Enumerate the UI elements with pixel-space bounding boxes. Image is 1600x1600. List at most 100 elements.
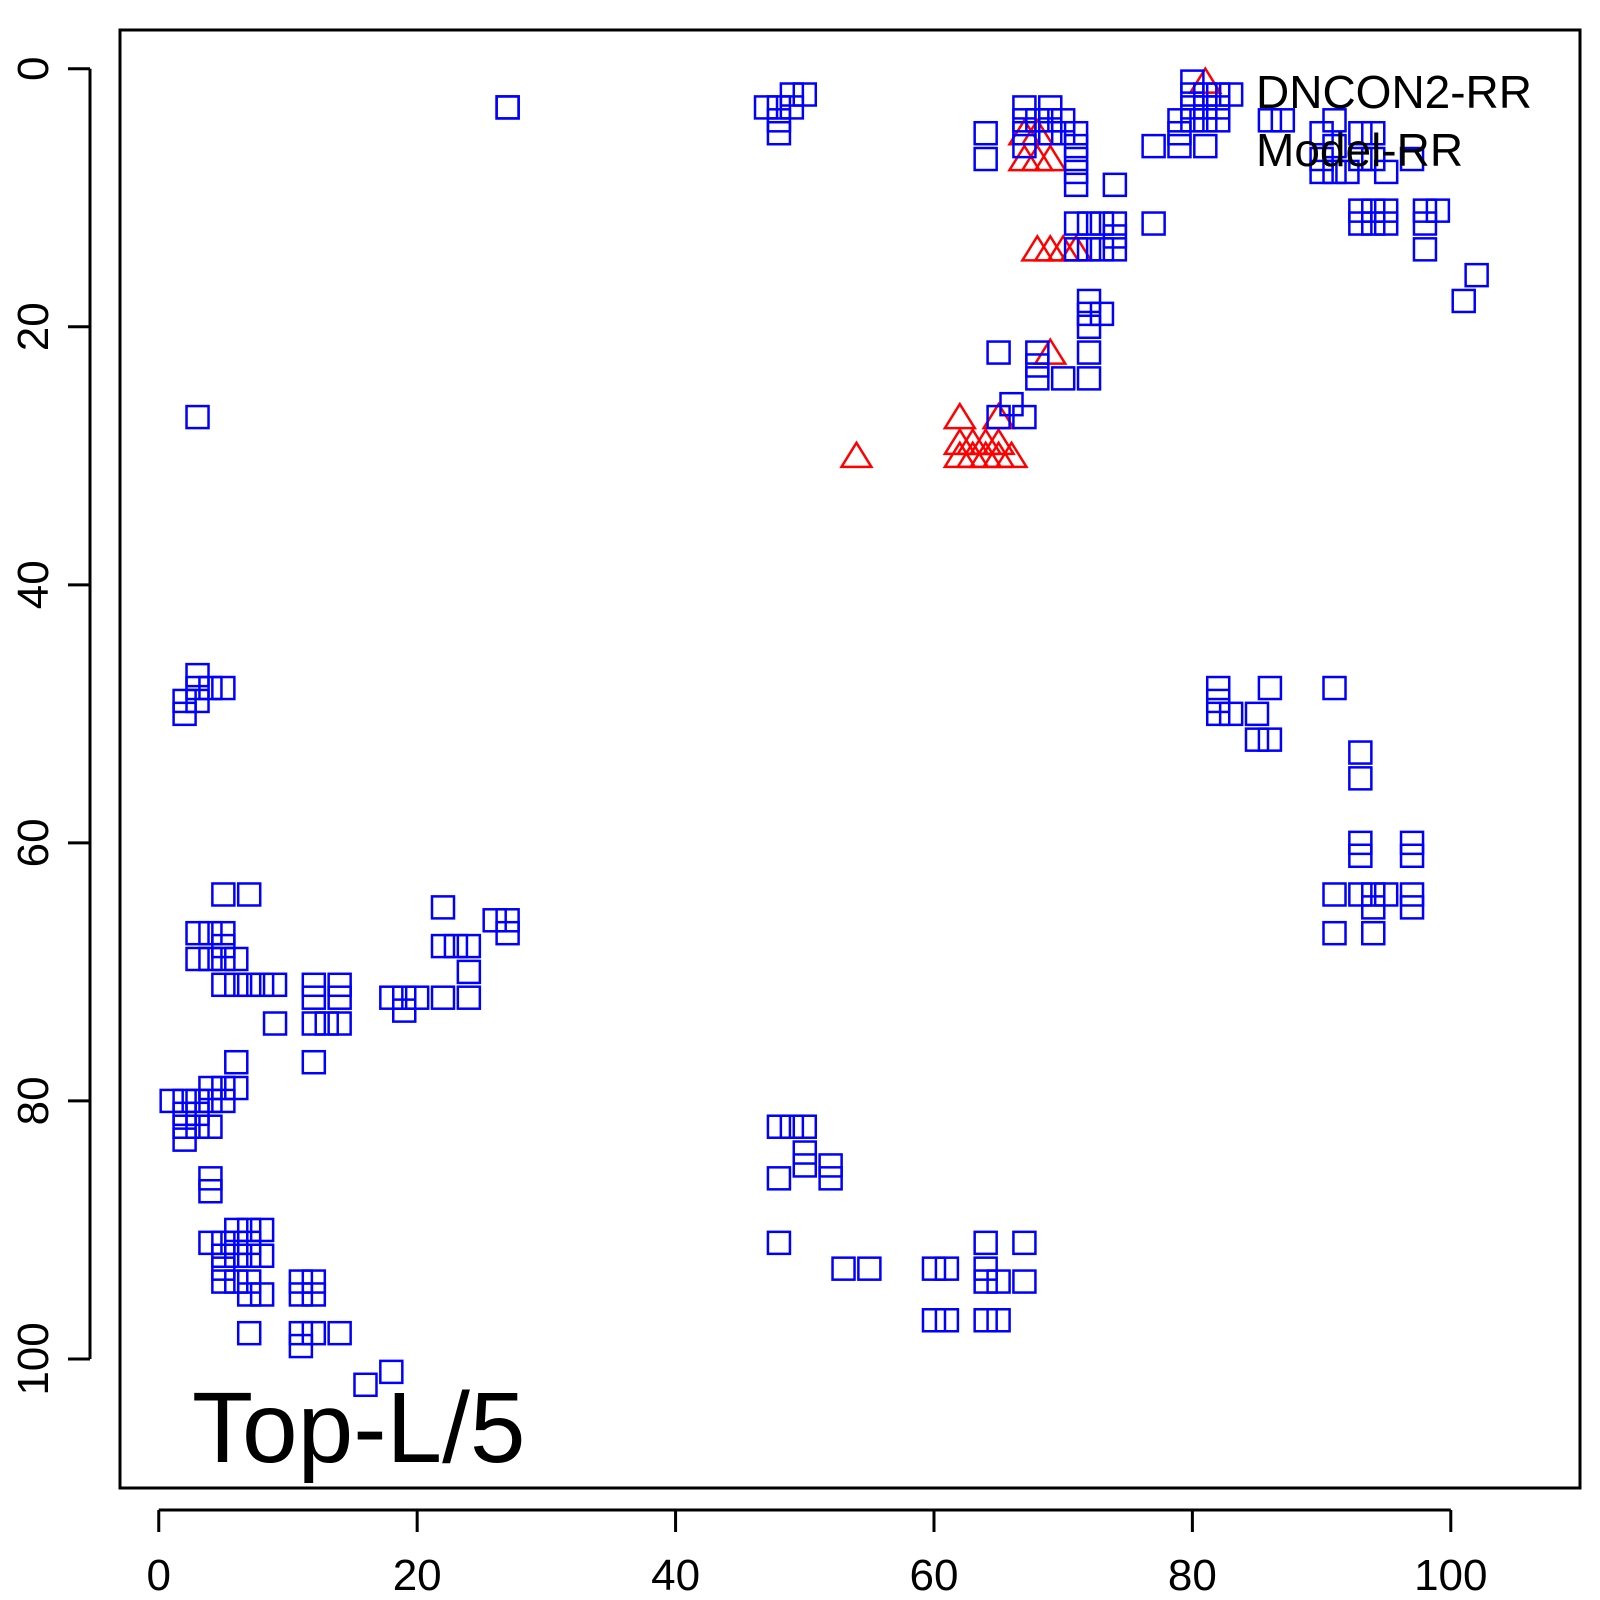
model-rr-point — [1373, 882, 1399, 907]
model-rr-point — [1412, 211, 1438, 236]
model-rr-point — [456, 933, 482, 959]
x-tick-label: 60 — [910, 1551, 959, 1600]
model-rr-point — [1012, 95, 1037, 120]
model-rr-point — [288, 1282, 314, 1307]
model-rr-point — [1348, 740, 1373, 765]
model-rr-point — [1205, 108, 1231, 133]
model-rr-point — [236, 972, 262, 998]
model-rr-point — [249, 1217, 275, 1243]
model-rr-point — [1361, 120, 1386, 146]
model-rr-point — [1025, 366, 1050, 391]
model-rr-point — [224, 1075, 249, 1101]
model-rr-point — [973, 1269, 998, 1294]
model-rr-point — [211, 1256, 236, 1281]
model-rr-point — [1335, 159, 1360, 185]
dncon2-rr-point — [1188, 66, 1223, 94]
model-rr-point — [1399, 895, 1425, 920]
model-rr-point — [198, 946, 223, 972]
model-rr-point — [288, 1269, 314, 1294]
model-rr-point — [1373, 211, 1399, 236]
model-rr-point — [1205, 675, 1231, 701]
model-rr-point — [1373, 159, 1399, 185]
model-rr-point — [1180, 95, 1205, 120]
model-rr-point — [198, 1075, 223, 1101]
model-rr-point — [1076, 237, 1102, 262]
model-rr-point — [198, 920, 223, 946]
model-rr-point — [172, 1127, 197, 1152]
model-rr-point — [1012, 1230, 1037, 1256]
model-rr-point — [301, 1011, 327, 1036]
model-rr-point — [172, 1101, 197, 1127]
model-rr-point — [198, 1114, 223, 1139]
model-rr-point — [495, 95, 520, 120]
model-rr-point — [236, 1217, 262, 1243]
model-rr-point — [1348, 882, 1373, 907]
model-rr-point — [1348, 198, 1373, 223]
model-rr-point — [456, 985, 482, 1010]
model-rr-point — [1399, 830, 1425, 856]
y-tick-label: 20 — [9, 302, 58, 351]
model-rr-point — [1348, 830, 1373, 856]
model-rr-point — [1322, 675, 1347, 701]
model-rr-point — [1012, 404, 1037, 430]
y-tick-label: 0 — [9, 56, 58, 80]
model-rr-point — [1218, 82, 1244, 107]
model-rr-point — [1141, 211, 1166, 236]
model-rr-point — [1361, 211, 1386, 236]
model-rr-point — [211, 882, 236, 907]
model-rr-point — [236, 1269, 262, 1294]
model-rr-point — [236, 1282, 262, 1307]
model-rr-point — [766, 108, 792, 133]
model-rr-point — [327, 972, 352, 998]
model-rr-point — [1348, 766, 1373, 791]
model-rr-point — [1399, 882, 1425, 907]
model-rr-point — [172, 688, 197, 714]
model-rr-point — [986, 1308, 1011, 1333]
model-rr-point — [766, 1166, 792, 1191]
model-rr-point — [211, 675, 236, 701]
model-rr-point — [379, 1359, 404, 1385]
model-rr-point — [288, 1320, 314, 1346]
model-rr-point — [1244, 727, 1270, 752]
model-rr-point — [1309, 146, 1334, 172]
model-rr-point — [1063, 120, 1089, 146]
dncon2-rr-point — [994, 440, 1029, 469]
model-rr-point — [430, 933, 456, 959]
model-rr-point — [1361, 882, 1386, 907]
model-rr-point — [1076, 340, 1102, 365]
model-rr-point — [1193, 133, 1218, 159]
model-rr-point — [1012, 1269, 1037, 1294]
model-rr-point — [1322, 920, 1347, 946]
model-rr-point — [1412, 237, 1438, 262]
x-tick-label: 80 — [1168, 1551, 1217, 1600]
model-rr-point — [1089, 211, 1115, 236]
model-rr-point — [792, 1153, 818, 1178]
model-rr-point — [198, 1166, 223, 1191]
model-rr-point — [818, 1166, 843, 1191]
model-rr-point — [1348, 211, 1373, 236]
legend-label-model-rr: Model-RR — [1256, 124, 1463, 176]
model-rr-point — [1193, 95, 1218, 120]
model-rr-point — [198, 1088, 223, 1114]
model-rr-point — [185, 920, 210, 946]
model-rr-point — [1167, 120, 1192, 146]
model-rr-point — [224, 972, 249, 998]
legend: DNCON2-RR Model-RR — [1256, 66, 1532, 176]
model-rr-point — [327, 1320, 352, 1346]
model-rr-point — [792, 1114, 818, 1139]
model-rr-point — [1193, 108, 1218, 133]
model-rr-point — [1063, 172, 1089, 198]
model-rr-point — [211, 1075, 236, 1101]
model-rr-point — [185, 1101, 210, 1127]
model-rr-point — [185, 1088, 210, 1114]
model-rr-point — [430, 985, 456, 1010]
model-rr-point — [249, 972, 275, 998]
x-axis: 0 20 40 60 80 100 — [147, 1508, 1488, 1600]
model-rr-point — [1257, 727, 1283, 752]
model-rr-point — [211, 933, 236, 959]
model-rr-point — [172, 1088, 197, 1114]
model-rr-point — [1089, 237, 1115, 262]
model-rr-point — [198, 1230, 223, 1256]
model-rr-point — [301, 1282, 327, 1307]
